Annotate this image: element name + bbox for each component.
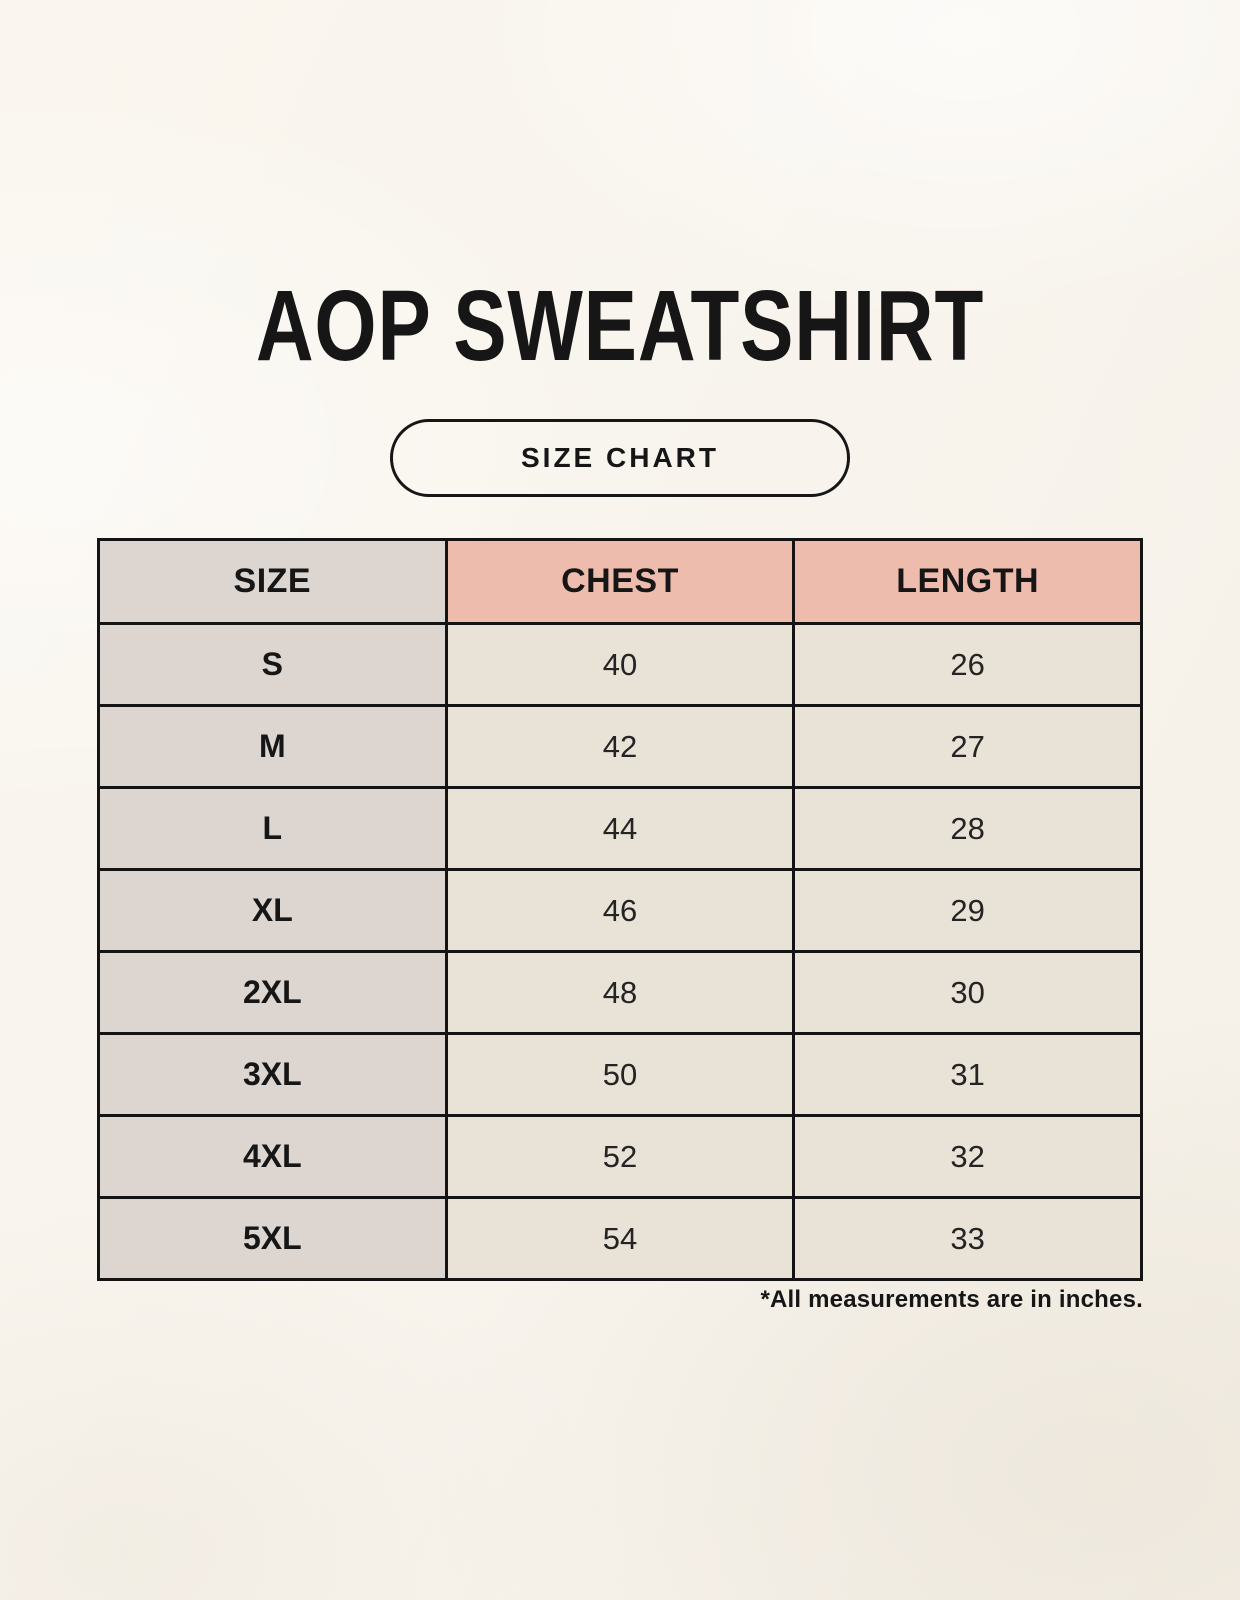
- size-cell: L: [97, 786, 448, 871]
- size-chart-badge: SIZE CHART: [390, 419, 850, 497]
- length-cell: 30: [792, 950, 1143, 1035]
- size-cell: 4XL: [97, 1114, 448, 1199]
- size-chart-badge-label: SIZE CHART: [521, 442, 719, 473]
- table-row: 5XL 54 33: [97, 1196, 1143, 1281]
- length-cell: 31: [792, 1032, 1143, 1117]
- length-cell: 29: [792, 868, 1143, 953]
- length-cell: 26: [792, 622, 1143, 707]
- size-cell: 2XL: [97, 950, 448, 1035]
- header-length: LENGTH: [792, 538, 1143, 625]
- chest-cell: 54: [444, 1196, 796, 1281]
- table-row: M 42 27: [97, 704, 1143, 789]
- table-row: L 44 28: [97, 786, 1143, 871]
- length-cell: 28: [792, 786, 1143, 871]
- length-cell: 33: [792, 1196, 1143, 1281]
- size-chart-table: SIZE CHEST LENGTH S 40 26 M 42 27 L 44 2…: [97, 538, 1143, 1281]
- chest-cell: 52: [444, 1114, 796, 1199]
- chest-cell: 46: [444, 868, 796, 953]
- measurements-note: *All measurements are in inches.: [760, 1286, 1143, 1313]
- table-row: S 40 26: [97, 622, 1143, 707]
- size-cell: 3XL: [97, 1032, 448, 1117]
- length-cell: 27: [792, 704, 1143, 789]
- table-row: 2XL 48 30: [97, 950, 1143, 1035]
- table-row: 4XL 52 32: [97, 1114, 1143, 1199]
- chest-cell: 42: [444, 704, 796, 789]
- table-row: 3XL 50 31: [97, 1032, 1143, 1117]
- chest-cell: 40: [444, 622, 796, 707]
- chest-cell: 44: [444, 786, 796, 871]
- chest-cell: 48: [444, 950, 796, 1035]
- chest-cell: 50: [444, 1032, 796, 1117]
- table-row: XL 46 29: [97, 868, 1143, 953]
- size-cell: S: [97, 622, 448, 707]
- header-chest: CHEST: [444, 538, 796, 625]
- table-header-row: SIZE CHEST LENGTH: [97, 538, 1143, 625]
- size-cell: 5XL: [97, 1196, 448, 1281]
- size-cell: M: [97, 704, 448, 789]
- length-cell: 32: [792, 1114, 1143, 1199]
- page-title: AOP SWEATSHIRT: [255, 270, 985, 382]
- size-cell: XL: [97, 868, 448, 953]
- header-size: SIZE: [97, 538, 448, 625]
